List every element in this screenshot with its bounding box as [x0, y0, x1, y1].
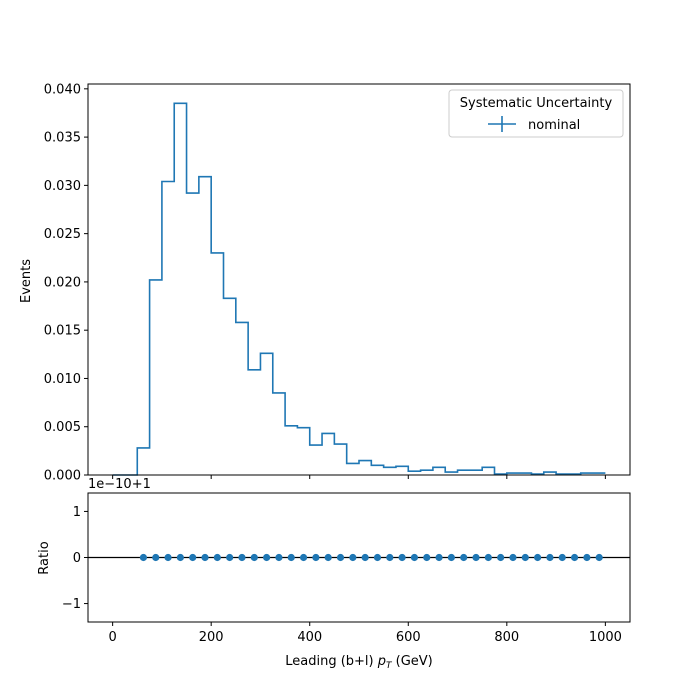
- ratio-point: [324, 553, 332, 562]
- ratio-point: [139, 553, 148, 562]
- bottom-y-tick-label: 0: [73, 551, 81, 566]
- legend-box: [448, 89, 624, 138]
- ratio-point: [398, 553, 406, 562]
- ratio-point: [460, 553, 468, 562]
- legend-entry-nominal: nominal: [528, 118, 580, 133]
- x-axis-label-p: p: [377, 654, 386, 669]
- bottom-x-tick-label: 1000: [589, 630, 622, 645]
- ratio-point: [521, 553, 529, 562]
- ratio-point: [435, 553, 443, 562]
- legend: Systematic Uncertainty nominal: [448, 89, 624, 138]
- top-panel: 0.000 0.005 0.010 0.015 0.020 0.025 0.030 0.035…: [19, 82, 631, 484]
- ratio-point: [312, 553, 320, 562]
- ratio-point: [472, 553, 480, 562]
- ratio-point: [386, 553, 394, 562]
- ratio-point: [189, 553, 197, 562]
- ratio-points: [139, 553, 603, 562]
- ratio-point: [595, 553, 603, 562]
- ratio-point: [583, 553, 591, 562]
- offset-text: 1e−10+1: [88, 477, 151, 492]
- ratio-point: [497, 553, 505, 562]
- ratio-point: [361, 553, 369, 562]
- bottom-y-tick-label: −1: [62, 597, 81, 612]
- top-x-axis: [112, 475, 606, 479]
- top-plot-frame: [87, 83, 631, 476]
- top-y-tick-label: 0.040: [44, 82, 81, 97]
- bottom-panel: −1 0 1 0 200 400 600 800 1000 1e−10+1 Ratio Lea…: [37, 477, 631, 671]
- ratio-point: [373, 553, 382, 562]
- ratio-point: [226, 553, 234, 562]
- ratio-point: [299, 553, 308, 562]
- ratio-point: [447, 553, 455, 562]
- top-y-axis-label: Events: [19, 259, 34, 303]
- bottom-x-axis: 0 200 400 600 800 1000: [108, 622, 622, 645]
- bottom-y-axis-label: Ratio: [37, 541, 52, 574]
- ratio-point: [410, 553, 419, 562]
- top-y-tick-label: 0.020: [44, 275, 81, 290]
- ratio-point: [558, 553, 566, 562]
- ratio-point: [213, 553, 221, 562]
- ratio-point: [238, 553, 246, 562]
- bottom-y-axis: −1 0 1: [62, 505, 88, 612]
- ratio-point: [336, 553, 345, 562]
- top-y-tick-label: 0.015: [44, 324, 81, 339]
- top-y-tick-label: 0.035: [44, 131, 81, 146]
- ratio-point: [275, 553, 283, 562]
- top-y-tick-label: 0.010: [44, 372, 81, 387]
- ratio-point: [484, 553, 492, 562]
- ratio-point: [570, 553, 579, 562]
- legend-title: Systematic Uncertainty: [460, 96, 613, 111]
- top-y-tick-label: 0.030: [44, 179, 81, 194]
- bottom-x-tick-label: 400: [297, 630, 322, 645]
- ratio-point: [263, 553, 271, 562]
- top-y-axis: 0.000 0.005 0.010 0.015 0.020 0.025 0.030 0.035…: [44, 82, 88, 484]
- ratio-point: [534, 553, 542, 562]
- top-y-tick-label: 0.005: [44, 420, 81, 435]
- x-axis-label-prefix: Leading (b+l): [285, 654, 378, 669]
- x-axis-label: Leading (b+l) pT (GeV): [285, 654, 433, 671]
- legend-marker: [488, 116, 516, 132]
- bottom-x-tick-label: 200: [199, 630, 224, 645]
- ratio-point: [250, 553, 258, 562]
- ratio-point: [201, 553, 209, 562]
- ratio-point: [176, 553, 184, 562]
- bottom-x-tick-label: 0: [108, 630, 116, 645]
- nominal-step-line: [112, 102, 606, 476]
- bottom-y-tick-label: 1: [73, 505, 81, 520]
- x-axis-label-unit: (GeV): [392, 654, 433, 669]
- ratio-point: [423, 553, 431, 562]
- top-y-tick-label: 0.025: [44, 227, 81, 242]
- ratio-point: [546, 553, 554, 562]
- ratio-point: [509, 553, 517, 562]
- x-axis-label-subscript: T: [386, 661, 393, 671]
- ratio-point: [164, 553, 172, 562]
- bottom-x-tick-label: 600: [396, 630, 421, 645]
- bottom-x-tick-label: 800: [494, 630, 519, 645]
- top-y-tick-label: 0.000: [44, 469, 81, 484]
- ratio-point: [349, 553, 357, 562]
- ratio-point: [287, 553, 295, 562]
- ratio-point: [152, 553, 160, 562]
